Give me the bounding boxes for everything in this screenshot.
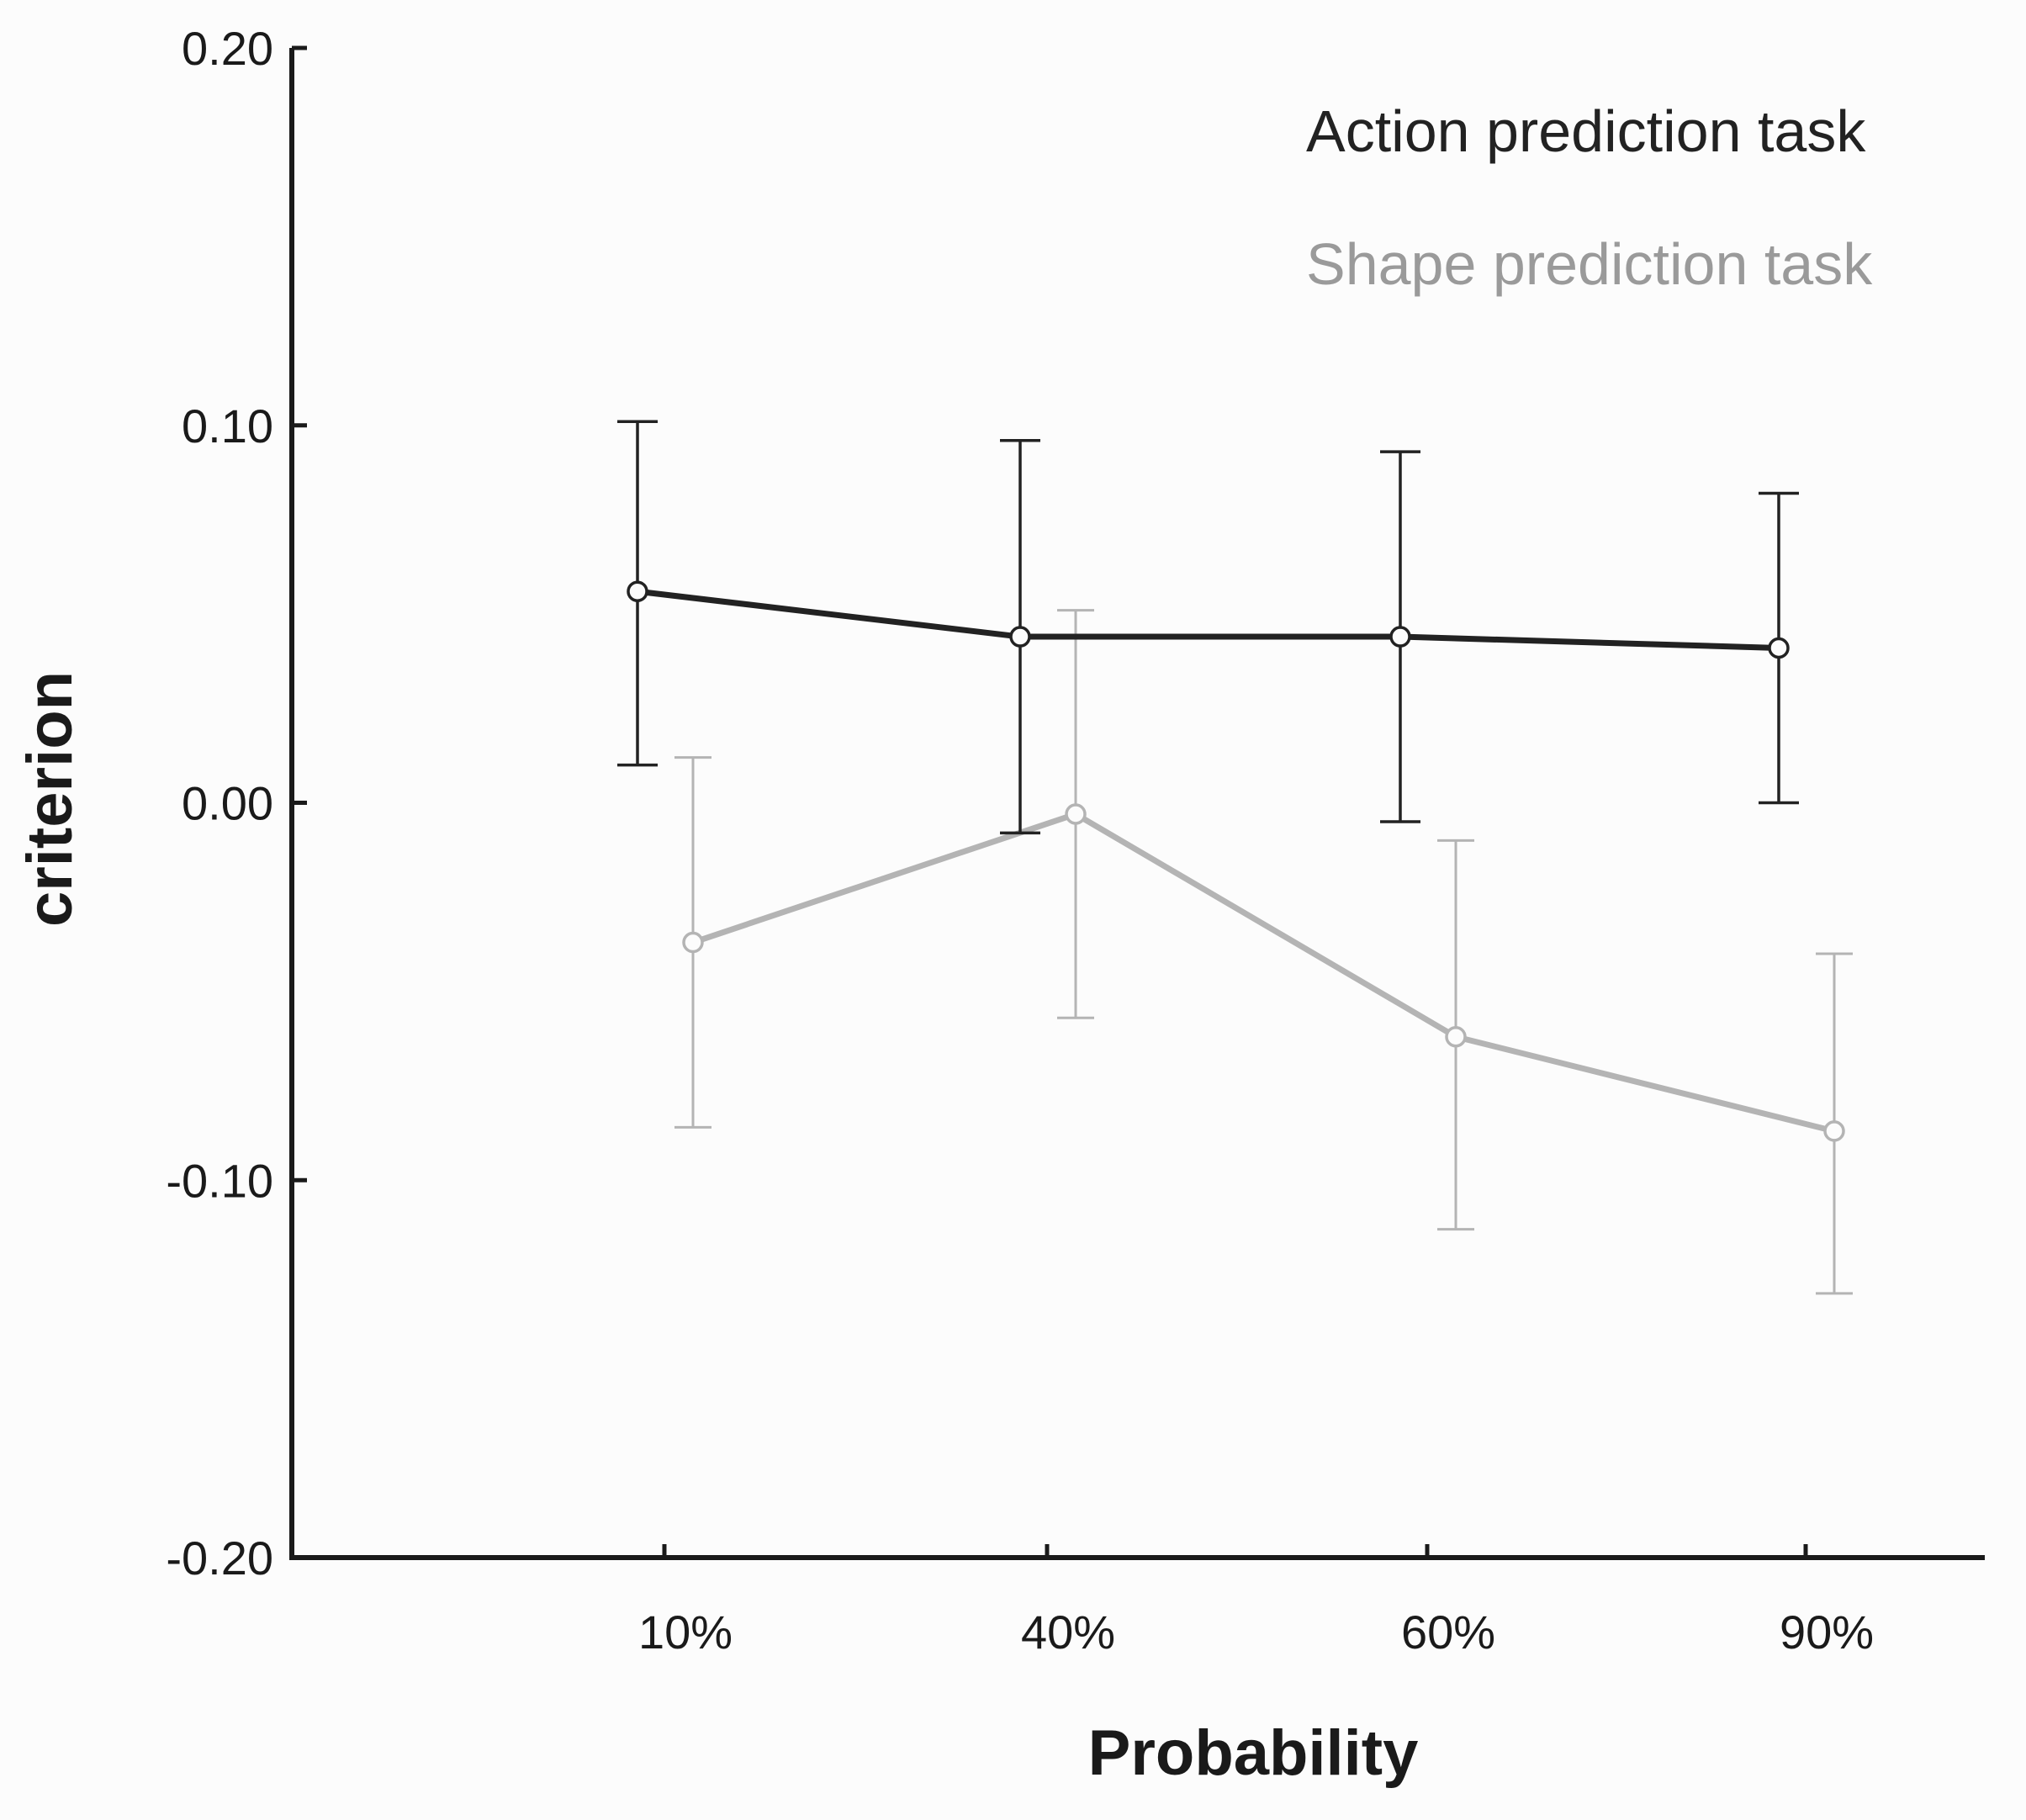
data-point <box>1009 626 1031 648</box>
y-tick-label: 0.00 <box>182 777 273 830</box>
data-point <box>682 931 704 954</box>
y-tick-label: -0.10 <box>166 1154 273 1207</box>
x-tick-label: 10% <box>638 1606 733 1659</box>
series-line <box>691 811 1835 1135</box>
y-tick-label: 0.10 <box>182 399 273 452</box>
x-axis-title: Probability <box>1088 1717 1419 1789</box>
data-point <box>627 580 648 602</box>
series-layer <box>617 420 1853 1295</box>
series-action-prediction <box>617 420 1799 835</box>
y-axis-title: criterion <box>14 671 86 927</box>
x-tick-label: 60% <box>1401 1606 1495 1659</box>
x-ticks: 10% 40% 60% 90% <box>638 1544 1874 1659</box>
x-tick-label: 40% <box>1021 1606 1115 1659</box>
series-shape-prediction <box>674 609 1853 1295</box>
legend-entry-action-prediction: Action prediction task <box>1306 98 1866 164</box>
data-point <box>1389 626 1411 648</box>
data-point <box>1445 1025 1467 1048</box>
y-tick-label: -0.20 <box>166 1532 273 1585</box>
data-point <box>1823 1120 1845 1142</box>
data-point <box>1768 637 1790 659</box>
data-point <box>1065 803 1087 825</box>
x-tick-label: 90% <box>1780 1606 1874 1659</box>
legend: Action prediction task Shape prediction … <box>1306 98 1873 297</box>
y-ticks: 0.20 0.10 0.00 -0.10 -0.20 <box>166 22 307 1585</box>
y-tick-label: 0.20 <box>182 22 273 75</box>
series-line <box>637 588 1780 652</box>
legend-entry-shape-prediction: Shape prediction task <box>1306 231 1873 297</box>
